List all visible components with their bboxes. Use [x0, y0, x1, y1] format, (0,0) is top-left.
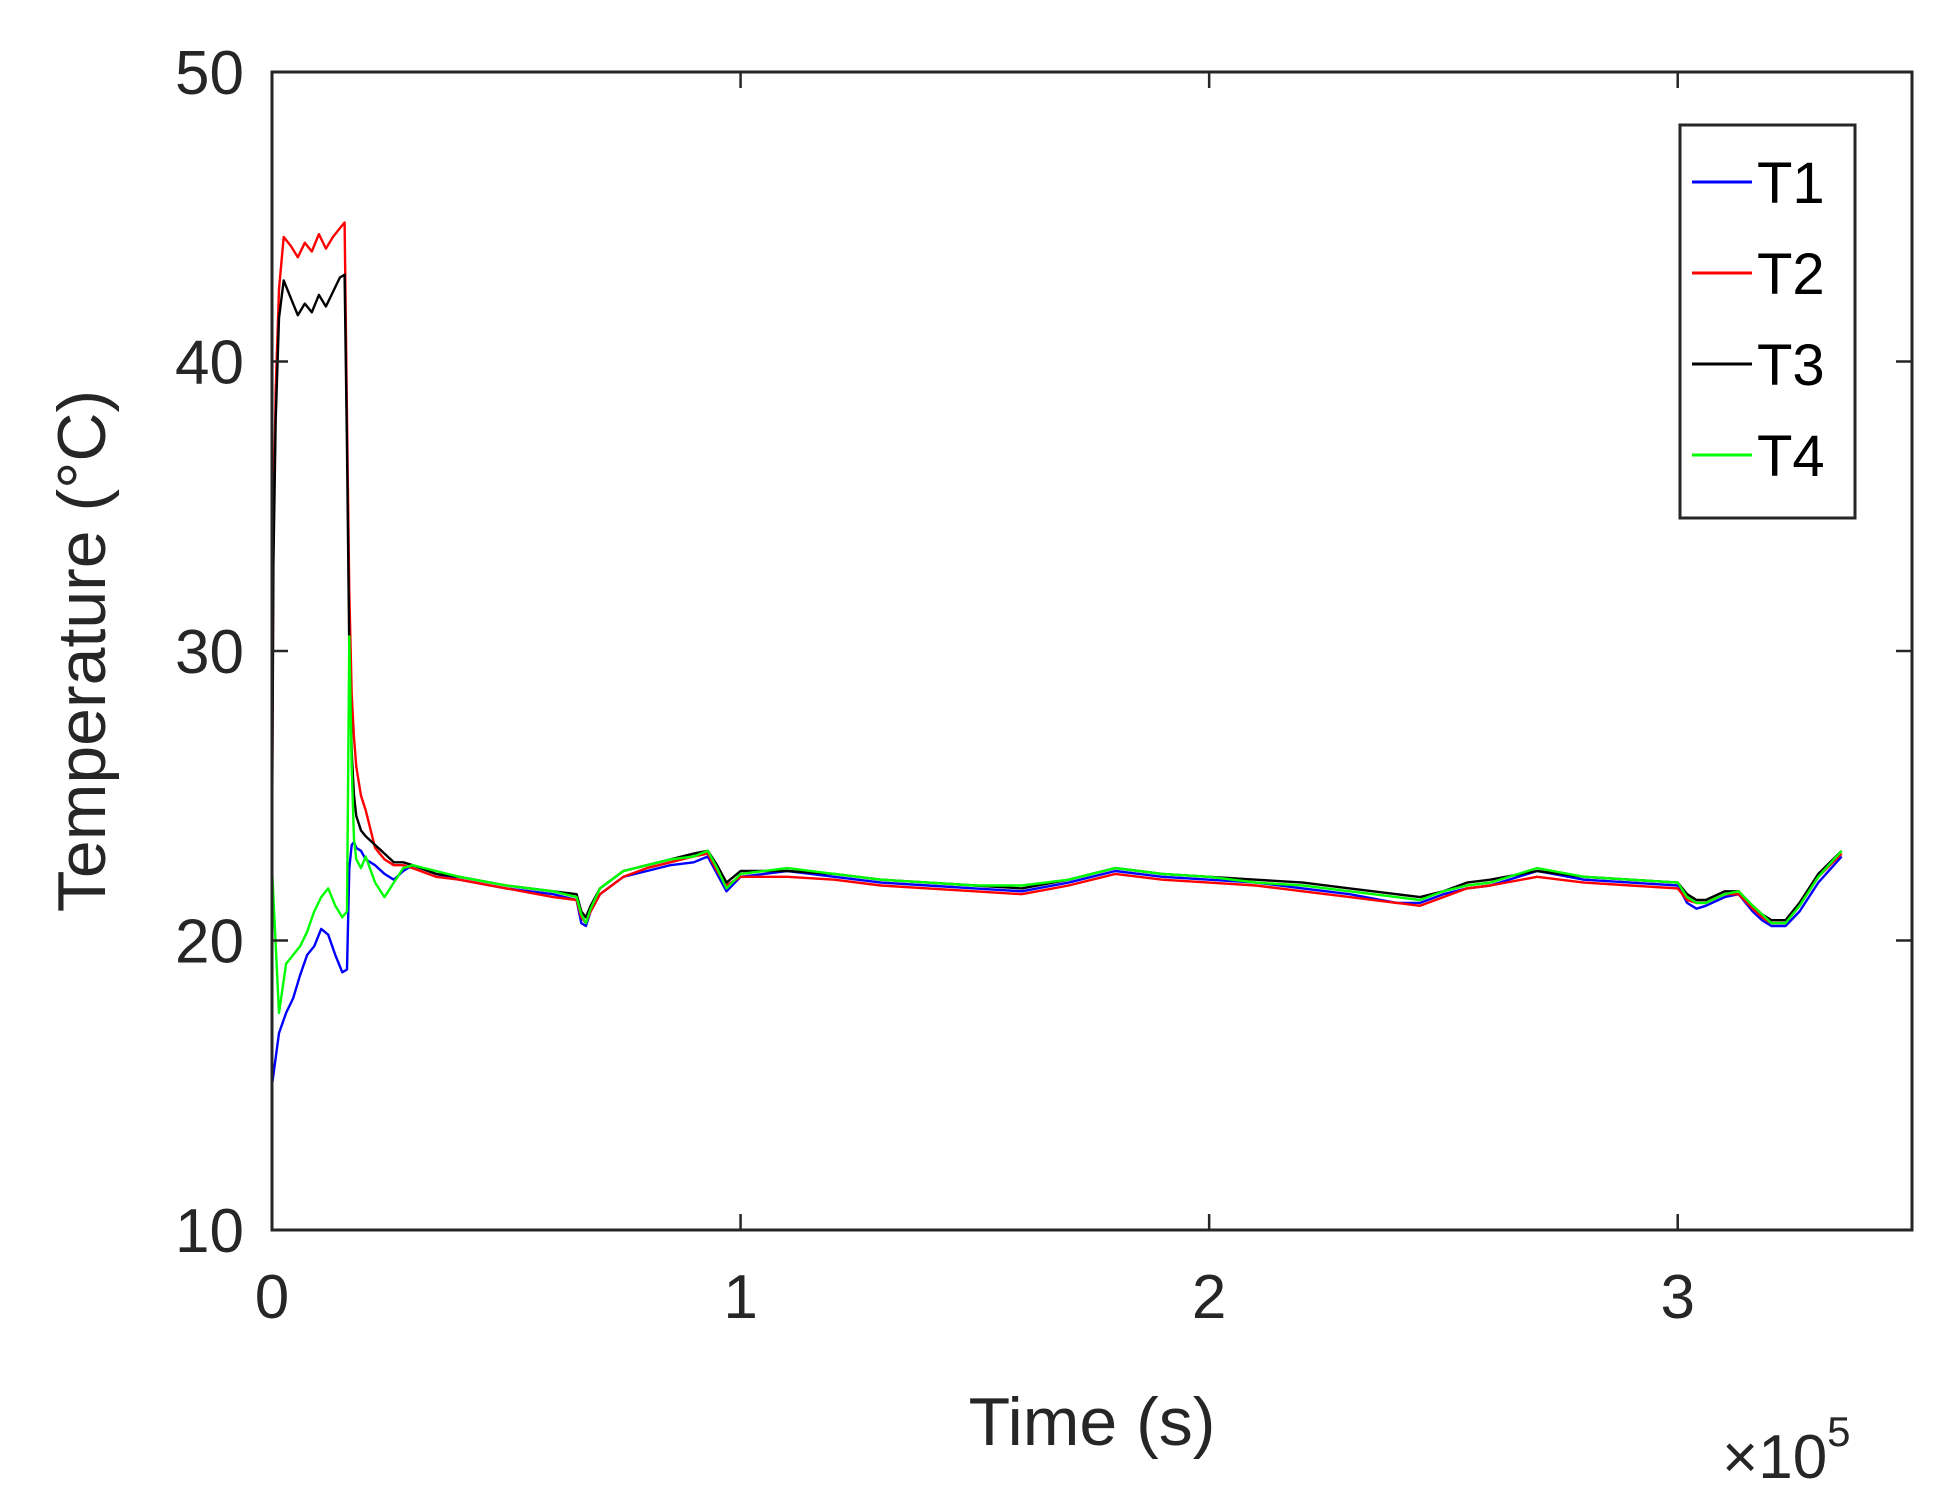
legend-label-t3: T3 [1757, 333, 1825, 398]
legend-box [1678, 123, 1857, 520]
legend-label-t1: T1 [1757, 151, 1825, 216]
axes-box [270, 70, 1914, 1232]
x-tick-label: 3 [1660, 1263, 1694, 1332]
x-axis-label: Time (s) [969, 1384, 1216, 1460]
y-tick-label: 50 [175, 39, 244, 108]
y-tick-label: 40 [175, 329, 244, 398]
legend: T1 T2 T3 T4 [1678, 123, 1857, 520]
x-axis-multiplier-exponent: 5 [1827, 1408, 1850, 1455]
ticks-layer: 0 1 2 3 10 20 30 40 50 [175, 39, 1912, 1332]
series-line-t3 [270, 273, 1843, 922]
x-tick-label: 2 [1192, 1263, 1226, 1332]
y-tick-label: 20 [175, 908, 244, 977]
series-layer [270, 221, 1843, 1086]
y-tick-label: 30 [175, 618, 244, 687]
x-axis-multiplier: ×105 [1722, 1408, 1851, 1492]
y-tick-label: 10 [175, 1197, 244, 1266]
x-axis-multiplier-base: ×10 [1722, 1423, 1827, 1492]
series-line-t4 [270, 635, 1843, 1015]
x-tick-label: 1 [723, 1263, 757, 1332]
series-line-t2 [270, 221, 1843, 925]
y-axis-label: Temperature (°C) [44, 390, 120, 912]
x-tick-label: 0 [255, 1263, 289, 1332]
legend-label-t4: T4 [1757, 424, 1825, 489]
legend-label-t2: T2 [1757, 242, 1825, 307]
series-line-t1 [270, 840, 1843, 1086]
